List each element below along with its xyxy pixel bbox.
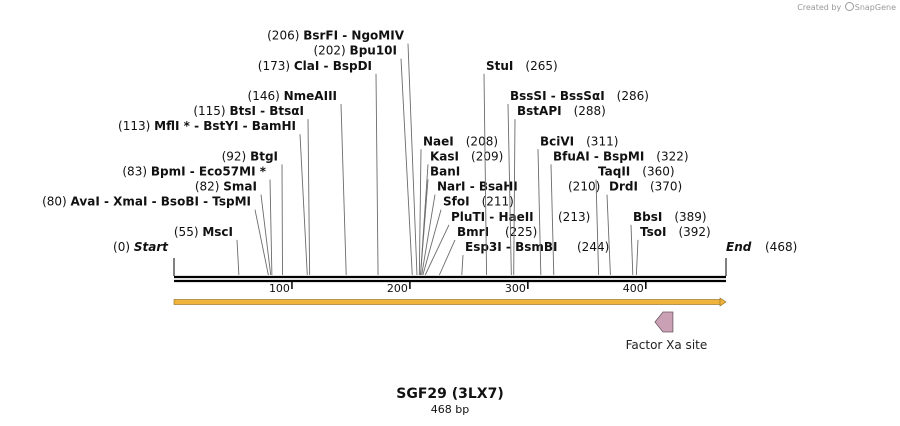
- site-label-drdi[interactable]: DrdI: [609, 180, 638, 194]
- site-label-naei[interactable]: NaeI: [423, 134, 454, 148]
- site-position-naei: (208): [466, 134, 498, 148]
- site-line-bmri: [438, 239, 456, 276]
- site-label-taqii[interactable]: TaqII: [598, 165, 630, 179]
- site-line-taqii: [595, 179, 600, 276]
- snapgene-logo-icon: [844, 2, 854, 11]
- site-line-mfli-bstyi-bamhi: [299, 134, 308, 276]
- site-label-pluti-haeii[interactable]: PluTI - HaeII: [451, 210, 534, 224]
- site-label-tsoi[interactable]: TsoI: [640, 225, 666, 239]
- watermark-text: Created by: [797, 3, 842, 12]
- start-label: (0) Start: [113, 240, 169, 254]
- site-line-bpmi-eco57mi: [269, 179, 273, 276]
- watermark-brand: SnapGene: [854, 3, 896, 12]
- site-position-bcivi: (311): [586, 134, 618, 148]
- site-line-pluti-haeii: [424, 224, 450, 276]
- site-label-nari-bsahi[interactable]: NarI - BsaHI: [437, 180, 518, 194]
- map-subtitle: 468 bp: [430, 403, 470, 416]
- site-line-bsrfi-ngomiv: [407, 43, 418, 276]
- site-line-sfoi: [422, 209, 442, 276]
- orf-arrowhead: [719, 297, 727, 307]
- site-line-tsoi: [635, 239, 639, 276]
- site-position-sfoi: (211): [482, 195, 514, 209]
- site-position-bstapi: (288): [574, 104, 606, 118]
- site-line-naei: [418, 149, 422, 276]
- site-position-tsoi: (392): [678, 225, 710, 239]
- site-position-stui: (265): [525, 59, 557, 73]
- site-line-stui: [483, 73, 488, 276]
- site-line-msci: [236, 239, 240, 276]
- map-title: SGF29 (3LX7): [396, 386, 504, 402]
- site-label-btgi[interactable]: (92) BtgI: [222, 149, 278, 163]
- orf-bar: [173, 299, 723, 305]
- site-line-smai: [260, 194, 272, 276]
- site-label-bbsi[interactable]: BbsI: [633, 210, 662, 224]
- sequence-map: 100 200 300 400 (55) MscI (80) AvaI - XmaI - …: [42, 29, 797, 352]
- site-label-bfuai-bspmi[interactable]: BfuAI - BspMI: [553, 149, 644, 163]
- end-label: End: [726, 240, 752, 254]
- site-label-mfli-bstyi-bamhi[interactable]: (113) MflI * - BstYI - BamHI: [118, 119, 296, 133]
- site-label-bstapi[interactable]: BstAPI: [517, 104, 562, 118]
- site-line-nmeaiii: [340, 103, 347, 276]
- site-label-esp3i-bsmbi[interactable]: Esp3I - BsmBI: [465, 240, 557, 254]
- site-label-btsi-bts-i[interactable]: (115) BtsI - BtsαI: [193, 104, 304, 118]
- site-line-nari-bsahi: [421, 194, 436, 276]
- site-label-clai-bspdi[interactable]: (173) ClaI - BspDI: [258, 59, 372, 73]
- site-label-nmeaiii[interactable]: (146) NmeAIII: [248, 89, 337, 103]
- site-label-bcivi[interactable]: BciVI: [540, 134, 574, 148]
- site-label-bmri[interactable]: BmrI: [457, 225, 489, 239]
- site-label-bpu10i[interactable]: (202) Bpu10I: [313, 44, 397, 58]
- site-line-bbsi: [630, 224, 634, 276]
- site-line-drdi: [606, 194, 611, 276]
- scale-tick-label: 200: [387, 282, 408, 295]
- site-position-esp3i-bsmbi: (244): [577, 240, 609, 254]
- feature-arrow[interactable]: [654, 311, 674, 333]
- site-label-bsssi-bsss-i[interactable]: BssSI - BssSαI: [510, 89, 605, 103]
- feature-label: Factor Xa site: [626, 338, 708, 352]
- site-label-bsrfi-ngomiv[interactable]: (206) BsrFI - NgoMIV: [267, 29, 405, 43]
- site-label-sfoi[interactable]: SfoI: [443, 195, 470, 209]
- site-line-esp3i-bsmbi: [461, 254, 464, 276]
- site-line-bpu10i: [400, 58, 413, 276]
- site-line-clai-bspdi: [375, 73, 379, 276]
- site-position-bmri: (225): [505, 225, 537, 239]
- snapgene-watermark: Created by SnapGene: [797, 2, 896, 12]
- site-position-bbsi: (389): [674, 210, 706, 224]
- site-position-bsssi-bsss-i: (286): [617, 89, 649, 103]
- scale-tick-label: 400: [623, 282, 644, 295]
- site-label-kasi[interactable]: KasI: [430, 149, 459, 163]
- site-line-bcivi: [537, 149, 542, 276]
- site-line-bani: [420, 179, 429, 276]
- site-line-bstapi: [513, 119, 516, 276]
- site-position-bfuai-bspmi: (322): [656, 149, 688, 163]
- site-line-btgi: [281, 164, 283, 276]
- feature-factor-xa-site[interactable]: Factor Xa site: [626, 311, 708, 352]
- site-line-btsi-bts-i: [307, 119, 311, 276]
- site-position-taqii: (360): [642, 165, 674, 179]
- end-position: (468): [765, 240, 797, 254]
- scale-tick-label: 300: [505, 282, 526, 295]
- scale-tick-label: 100: [269, 282, 290, 295]
- site-position-drdi: (370): [650, 180, 682, 194]
- site-label-stui[interactable]: StuI: [486, 59, 513, 73]
- site-label-bpmi-eco57mi[interactable]: (83) BpmI - Eco57MI *: [122, 165, 266, 179]
- site-line-bfuai-bspmi: [550, 164, 555, 276]
- site-label-avai-xmai-bsobi-tspmi[interactable]: (80) AvaI - XmaI - BsoBI - TspMI: [42, 195, 251, 209]
- site-label-msci[interactable]: (55) MscI: [174, 225, 233, 239]
- site-label-bani[interactable]: BanI: [430, 165, 460, 179]
- site-position-nari-bsahi: (210): [568, 180, 600, 194]
- site-line-bsssi-bsss-i: [507, 103, 512, 276]
- site-line-avai-xmai-bsobi-tspmi: [254, 209, 269, 276]
- site-position-pluti-haeii: (213): [558, 210, 590, 224]
- site-position-kasi: (209): [471, 149, 503, 163]
- site-label-smai[interactable]: (82) SmaI: [195, 180, 257, 194]
